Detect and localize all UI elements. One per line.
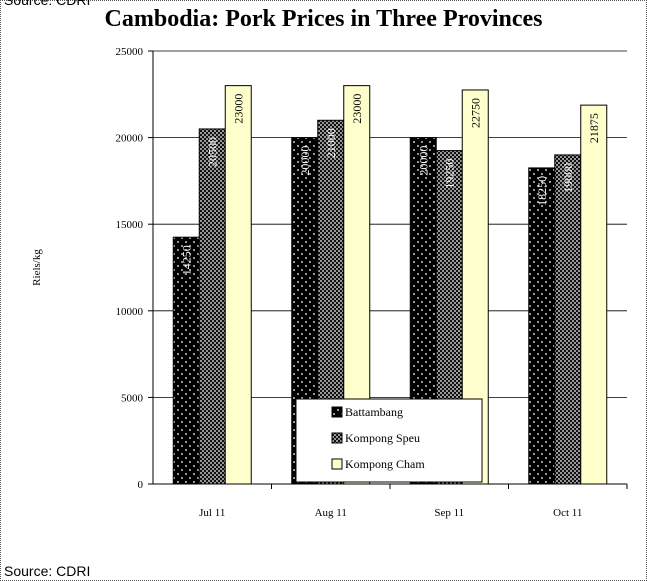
bar-kompong-speu [554, 154, 582, 485]
bar-kompong-speu [198, 128, 226, 485]
x-tick-label: Oct 11 [553, 507, 582, 519]
legend-label: Kompong Speu [345, 431, 420, 445]
data-label: 21875 [587, 113, 601, 143]
source-note-bottom: Source: CDRI [4, 563, 91, 579]
chart-title: Cambodia: Pork Prices in Three Provinces [104, 6, 543, 32]
data-label: 20500 [205, 137, 219, 167]
legend-swatch [331, 406, 343, 418]
data-label: 18250 [535, 176, 549, 206]
x-tick-label: Jul 11 [199, 507, 225, 519]
data-label: 20000 [298, 146, 312, 176]
legend-label: Battambang [345, 405, 403, 419]
y-tick-label: 20000 [116, 133, 144, 145]
data-label: 14250 [179, 245, 193, 275]
y-tick-label: 25000 [116, 46, 144, 58]
x-tick-label: Sep 11 [434, 507, 464, 519]
data-label: 22750 [468, 98, 482, 128]
x-tick-label: Aug 11 [315, 507, 347, 519]
y-axis-label: Riels/kg [31, 249, 43, 286]
legend-swatch [331, 458, 343, 470]
y-tick-label: 0 [138, 479, 144, 491]
y-tick-label: 5000 [121, 392, 144, 404]
legend-swatch [331, 432, 343, 444]
legend-box [295, 398, 483, 483]
bar-battambang [528, 167, 556, 485]
y-tick-label: 15000 [116, 219, 144, 231]
bar-kompong-cham [580, 104, 608, 485]
data-label: 20000 [416, 146, 430, 176]
data-label: 23000 [350, 94, 364, 124]
bar-kompong-cham [224, 85, 252, 485]
data-label: 21000 [324, 128, 338, 158]
data-label: 19250 [442, 159, 456, 189]
data-label: 23000 [231, 94, 245, 124]
source-note-top: Source: CDRI [4, 0, 91, 8]
y-tick-label: 10000 [116, 306, 144, 318]
legend-label: Kompong Cham [345, 457, 425, 471]
bar-battambang [172, 236, 200, 485]
data-label: 19000 [561, 163, 575, 193]
